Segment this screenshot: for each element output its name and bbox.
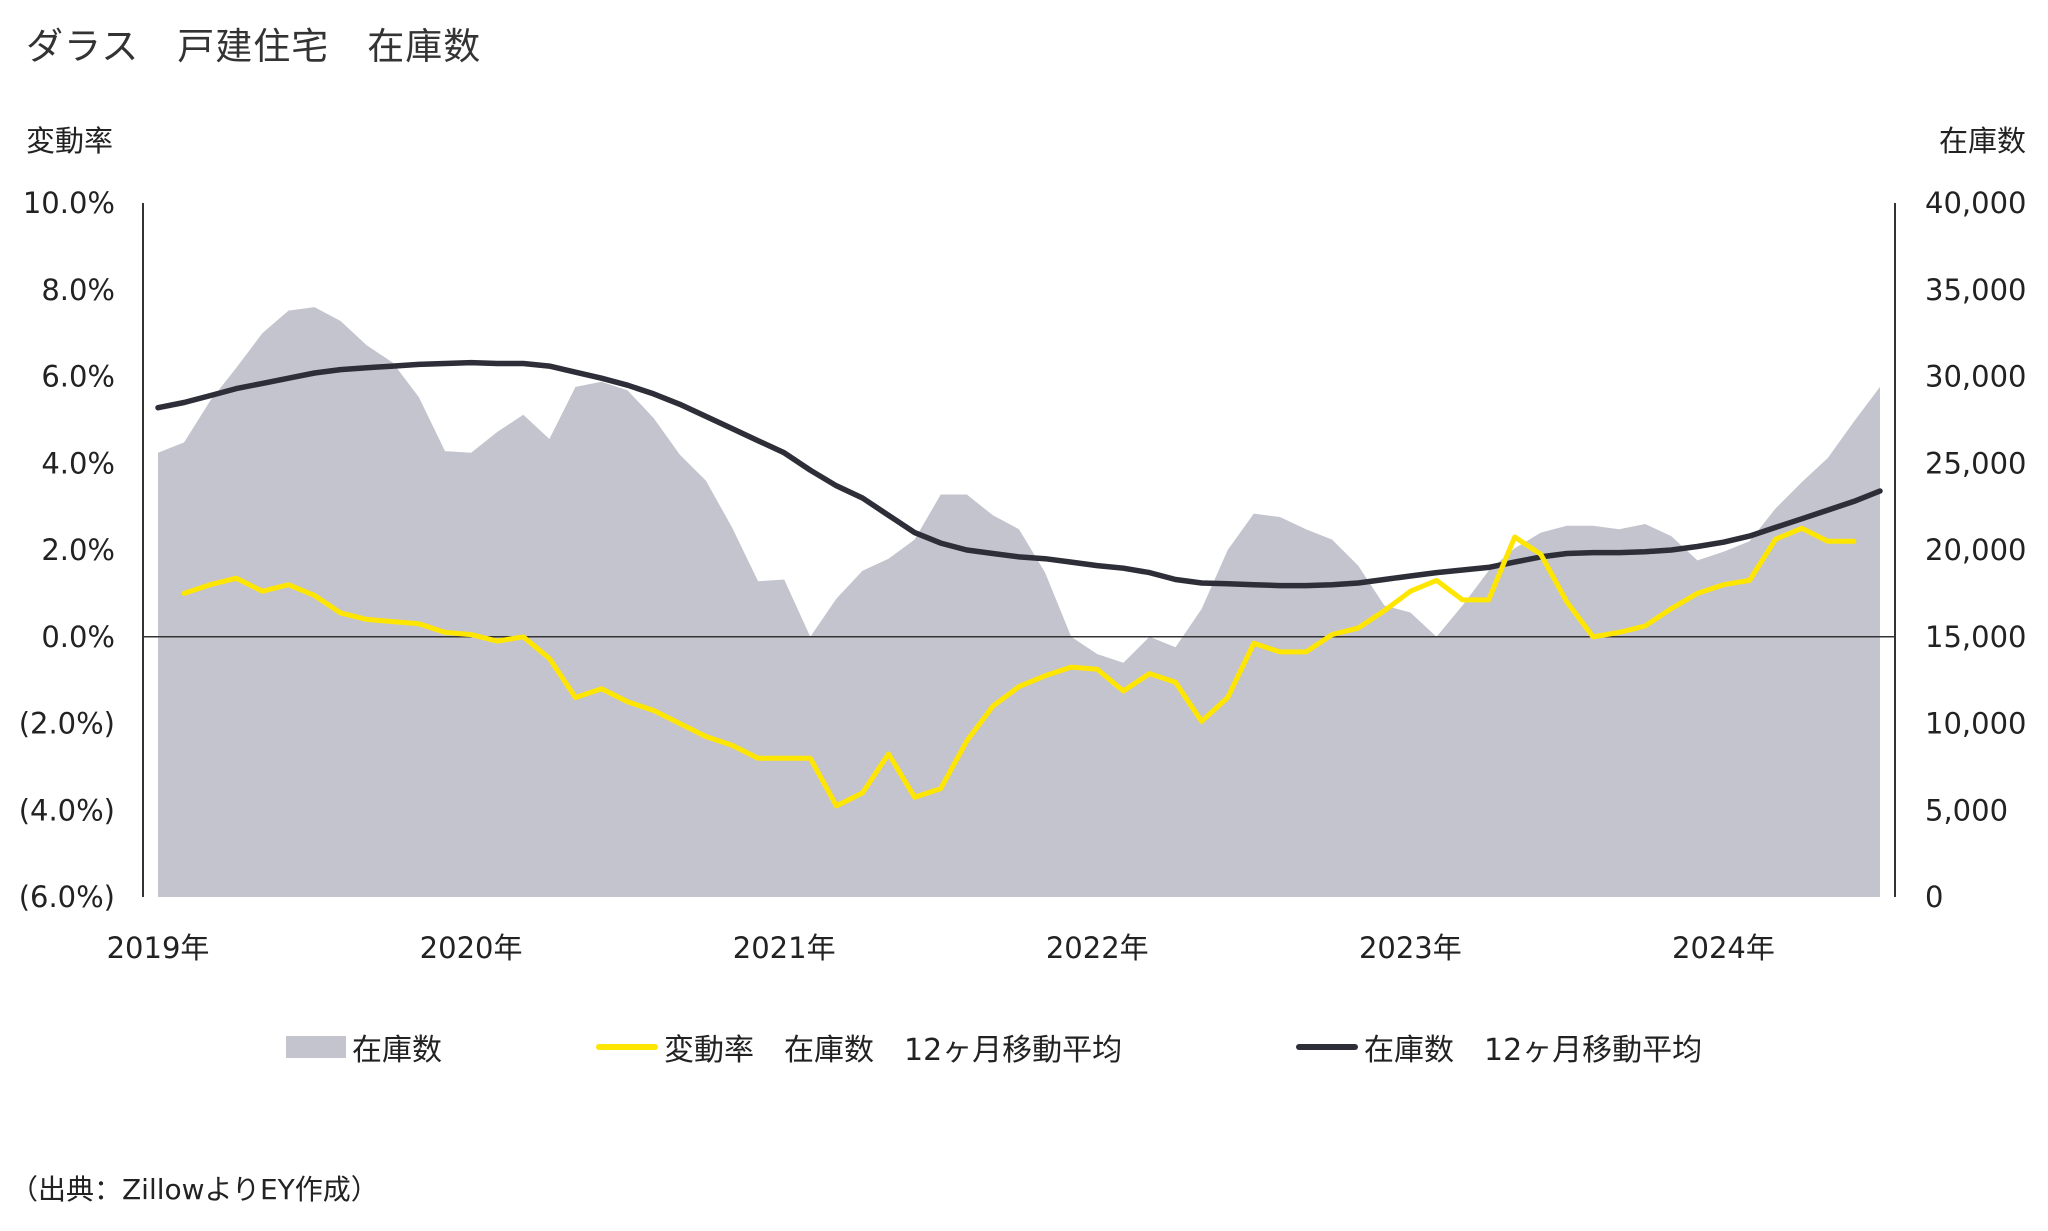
right-tick-label: 10,000 bbox=[1925, 707, 2026, 741]
left-tick-label: (6.0%) bbox=[19, 880, 115, 914]
legend-label-moving-average: 在庫数 12ヶ月移動平均 bbox=[1364, 1033, 1703, 1068]
right-tick-label: 40,000 bbox=[1925, 186, 2026, 220]
legend-swatch-area bbox=[286, 1036, 346, 1058]
moving-average-line bbox=[155, 359, 1883, 589]
right-tick-label: 30,000 bbox=[1925, 360, 2026, 394]
right-tick-label: 0 bbox=[1925, 880, 1943, 914]
right-tick-label: 15,000 bbox=[1925, 620, 2026, 654]
left-tick-label: (2.0%) bbox=[19, 707, 115, 741]
legend: 在庫数 変動率 在庫数 12ヶ月移動平均 在庫数 12ヶ月移動平均 bbox=[0, 1025, 2048, 1068]
legend-item-inventory: 在庫数 bbox=[286, 1025, 442, 1069]
legend-item-change-rate: 変動率 在庫数 12ヶ月移動平均 bbox=[596, 1025, 1122, 1069]
x-tick-label: 2022年 bbox=[1046, 931, 1149, 965]
right-tick-label: 20,000 bbox=[1925, 533, 2026, 567]
left-tick-label: 6.0% bbox=[41, 360, 115, 394]
right-tick-label: 25,000 bbox=[1925, 446, 2026, 480]
legend-item-moving-average: 在庫数 12ヶ月移動平均 bbox=[1296, 1025, 1702, 1069]
x-tick-label: 2024年 bbox=[1672, 931, 1775, 965]
right-tick-label: 5,000 bbox=[1925, 793, 2008, 827]
change-rate-line bbox=[181, 525, 1857, 809]
left-tick-label: (4.0%) bbox=[19, 793, 115, 827]
x-tick-label: 2021年 bbox=[733, 931, 836, 965]
legend-swatch-dark-line bbox=[1296, 1044, 1358, 1050]
source-note: （出典：ZillowよりEY作成） bbox=[10, 1173, 379, 1206]
right-tick-label: 35,000 bbox=[1925, 273, 2026, 307]
left-tick-label: 8.0% bbox=[41, 273, 115, 307]
left-tick-label: 10.0% bbox=[23, 186, 115, 220]
x-tick-label: 2023年 bbox=[1359, 931, 1462, 965]
legend-label-change-rate: 変動率 在庫数 12ヶ月移動平均 bbox=[664, 1033, 1123, 1068]
x-tick-label: 2019年 bbox=[107, 931, 210, 965]
x-tick-label: 2020年 bbox=[420, 931, 523, 965]
right-axis-title: 在庫数 bbox=[1938, 124, 2026, 158]
left-tick-label: 4.0% bbox=[41, 446, 115, 480]
left-axis-title: 変動率 bbox=[26, 124, 114, 158]
left-tick-label: 2.0% bbox=[41, 533, 115, 567]
chart-title: ダラス 戸建住宅 在庫数 bbox=[26, 25, 482, 68]
left-tick-label: 0.0% bbox=[41, 620, 115, 654]
legend-label-inventory: 在庫数 bbox=[352, 1033, 442, 1068]
inventory-area bbox=[158, 307, 1880, 898]
legend-swatch-yellow-line bbox=[596, 1044, 658, 1050]
